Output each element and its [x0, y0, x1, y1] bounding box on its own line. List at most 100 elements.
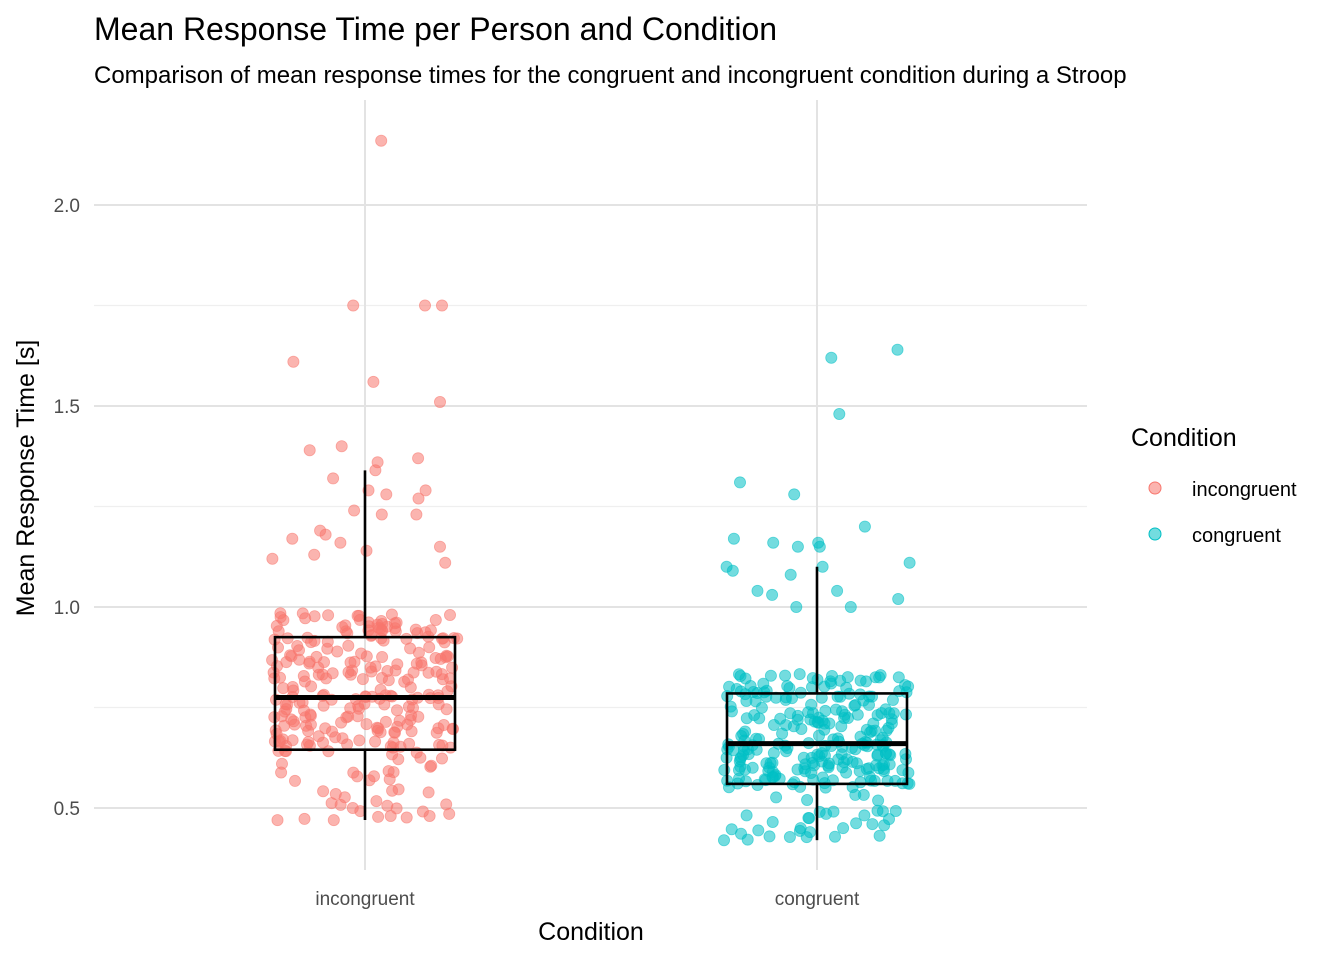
data-point-incongruent [412, 710, 425, 723]
data-point-incongruent [312, 730, 325, 743]
data-point-congruent [827, 805, 840, 818]
data-point-congruent [783, 682, 796, 695]
data-point-congruent [892, 671, 905, 684]
data-point-incongruent [443, 609, 456, 622]
data-point-incongruent [326, 667, 339, 680]
data-point-congruent [727, 532, 740, 545]
data-point-incongruent [355, 647, 368, 660]
data-point-incongruent [304, 718, 317, 731]
data-point-incongruent [405, 725, 418, 738]
boxplot-congruent [725, 566, 909, 841]
data-point-congruent [854, 730, 867, 743]
data-point-congruent [889, 805, 902, 818]
data-point-incongruent [284, 649, 297, 662]
data-point-incongruent [319, 528, 332, 541]
data-point-congruent [734, 476, 747, 489]
data-point-congruent [726, 564, 739, 577]
data-point-congruent [873, 829, 886, 842]
data-point-congruent [860, 675, 873, 688]
data-point-incongruent [439, 556, 452, 569]
data-point-congruent [903, 556, 916, 569]
data-point-incongruent [437, 719, 450, 732]
data-point-incongruent [383, 773, 396, 786]
data-point-incongruent [433, 540, 446, 553]
data-point-congruent [891, 343, 904, 356]
data-point-congruent [763, 830, 776, 843]
data-point-incongruent [435, 299, 448, 312]
data-point-congruent [740, 809, 753, 822]
data-point-incongruent [435, 752, 448, 765]
data-point-congruent [795, 723, 808, 736]
data-point-incongruent [423, 810, 436, 823]
data-point-incongruent [429, 614, 442, 627]
data-point-incongruent [325, 725, 338, 738]
data-point-congruent [723, 680, 736, 693]
data-point-congruent [886, 694, 899, 707]
data-point-congruent [899, 748, 912, 761]
data-point-congruent [753, 712, 766, 725]
data-point-congruent [733, 668, 746, 681]
y-tick-label: 2.0 [54, 196, 80, 217]
data-point-incongruent [407, 666, 420, 679]
data-point-incongruent [380, 488, 393, 501]
data-point-incongruent [369, 735, 382, 748]
data-point-incongruent [389, 625, 402, 638]
data-point-congruent [813, 729, 826, 742]
data-point-congruent [776, 727, 789, 740]
data-point-incongruent [440, 703, 453, 716]
data-point-incongruent [422, 666, 435, 679]
data-point-congruent [837, 822, 850, 835]
data-point-incongruent [367, 375, 380, 388]
legend-title: Condition [1131, 424, 1237, 452]
data-point-congruent [734, 753, 747, 766]
data-point-congruent [793, 668, 806, 681]
data-point-incongruent [371, 456, 384, 469]
data-point-incongruent [424, 760, 437, 773]
box-iqr [273, 635, 457, 752]
data-point-incongruent [376, 651, 389, 664]
data-point-congruent [902, 766, 915, 779]
data-point-congruent [872, 794, 885, 807]
data-point-incongruent [415, 656, 428, 669]
data-point-congruent [816, 560, 829, 573]
data-point-incongruent [348, 504, 361, 517]
data-point-incongruent [342, 666, 355, 679]
data-point-congruent [844, 601, 857, 614]
data-point-incongruent [334, 798, 347, 811]
data-point-incongruent [335, 440, 348, 453]
data-point-incongruent [308, 610, 321, 623]
data-point-congruent [871, 804, 884, 817]
data-point-congruent [766, 588, 779, 601]
data-point-incongruent [398, 675, 411, 688]
y-tick-label: 1.5 [54, 397, 80, 418]
data-point-incongruent [375, 508, 388, 521]
data-point-incongruent [424, 624, 437, 637]
data-point-congruent [805, 767, 818, 780]
data-point-incongruent [275, 757, 288, 770]
data-point-congruent [873, 671, 886, 684]
data-point-incongruent [342, 639, 355, 652]
axes: 0.5 1.0 1.5 2.0 incongruent congruent [54, 196, 860, 910]
data-point-incongruent [347, 299, 360, 312]
data-point-incongruent [267, 666, 280, 679]
data-point-incongruent [400, 811, 413, 824]
boxplots [273, 470, 909, 841]
data-point-incongruent [391, 720, 404, 733]
data-point-congruent [794, 822, 807, 835]
data-point-incongruent [403, 737, 416, 750]
data-point-incongruent [435, 668, 448, 681]
data-point-congruent [788, 488, 801, 501]
y-tick-label: 0.5 [54, 799, 80, 820]
data-point-congruent [718, 834, 731, 847]
data-point-incongruent [271, 814, 284, 827]
data-point-congruent [878, 765, 891, 778]
data-point-congruent [770, 791, 783, 804]
legend-key-incongruent [1148, 481, 1162, 495]
data-point-incongruent [303, 444, 316, 457]
data-point-incongruent [404, 642, 417, 655]
boxplot-incongruent [273, 470, 457, 821]
data-point-congruent [791, 763, 804, 776]
data-point-incongruent [353, 609, 366, 622]
data-point-incongruent [369, 660, 382, 673]
